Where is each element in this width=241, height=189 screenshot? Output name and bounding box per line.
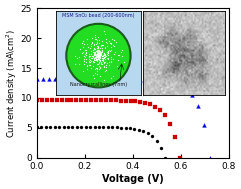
X-axis label: Voltage (V): Voltage (V) [102,174,164,184]
Y-axis label: Current density (mA\cm$^2$): Current density (mA\cm$^2$) [5,28,19,138]
